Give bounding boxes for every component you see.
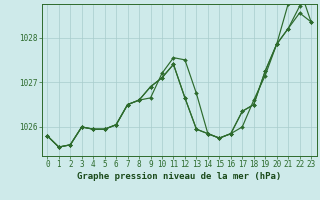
X-axis label: Graphe pression niveau de la mer (hPa): Graphe pression niveau de la mer (hPa): [77, 172, 281, 181]
